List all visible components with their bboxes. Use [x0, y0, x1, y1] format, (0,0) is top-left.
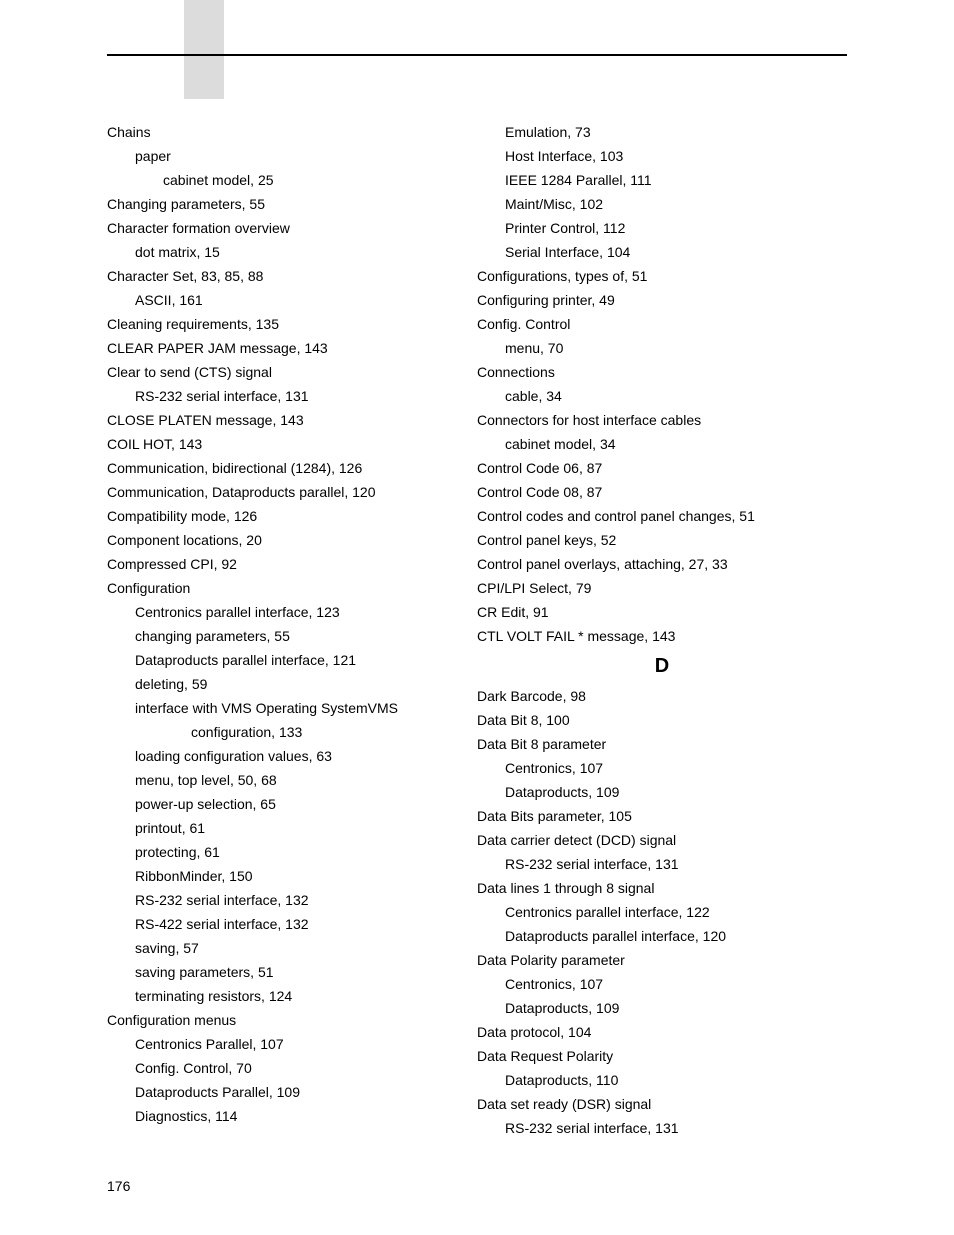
index-entry: Config. Control, 70 — [107, 1056, 477, 1080]
index-entry: Data Bits parameter, 105 — [477, 804, 847, 828]
index-entry: Data lines 1 through 8 signal — [477, 876, 847, 900]
index-entry: RS-422 serial interface, 132 — [107, 912, 477, 936]
index-entry: Data Bit 8, 100 — [477, 708, 847, 732]
header-tab-block — [184, 0, 224, 99]
section-heading-d: D — [477, 654, 847, 678]
index-entry: printout, 61 — [107, 816, 477, 840]
index-entry: Emulation, 73 — [477, 120, 847, 144]
index-entry: Data Bit 8 parameter — [477, 732, 847, 756]
index-entry: RS-232 serial interface, 132 — [107, 888, 477, 912]
index-entry: Dataproducts parallel interface, 120 — [477, 924, 847, 948]
index-entry: paper — [107, 144, 477, 168]
header-rule — [107, 54, 847, 56]
index-entry: Control panel keys, 52 — [477, 528, 847, 552]
index-entry: loading configuration values, 63 — [107, 744, 477, 768]
index-entry: cabinet model, 25 — [107, 168, 477, 192]
index-entry: Dataproducts Parallel, 109 — [107, 1080, 477, 1104]
index-entry: CR Edit, 91 — [477, 600, 847, 624]
index-entry: Control Code 06, 87 — [477, 456, 847, 480]
index-entry: Config. Control — [477, 312, 847, 336]
index-entry: Chains — [107, 120, 477, 144]
index-entry: Host Interface, 103 — [477, 144, 847, 168]
index-entry: Dataproducts, 110 — [477, 1068, 847, 1092]
index-entry: RibbonMinder, 150 — [107, 864, 477, 888]
index-entry: Compressed CPI, 92 — [107, 552, 477, 576]
index-entry: cable, 34 — [477, 384, 847, 408]
index-entry: Connections — [477, 360, 847, 384]
index-entry: Data set ready (DSR) signal — [477, 1092, 847, 1116]
index-entry: configuration, 133 — [107, 720, 477, 744]
index-entry: Centronics, 107 — [477, 972, 847, 996]
index-entry: Control panel overlays, attaching, 27, 3… — [477, 552, 847, 576]
index-entry: CLEAR PAPER JAM message, 143 — [107, 336, 477, 360]
index-entry: cabinet model, 34 — [477, 432, 847, 456]
index-entry: Serial Interface, 104 — [477, 240, 847, 264]
index-column-right: Emulation, 73Host Interface, 103IEEE 128… — [477, 120, 847, 1140]
index-entry: ASCII, 161 — [107, 288, 477, 312]
index-entry: Component locations, 20 — [107, 528, 477, 552]
index-entry: Dataproducts parallel interface, 121 — [107, 648, 477, 672]
index-entry: deleting, 59 — [107, 672, 477, 696]
index-entry: CPI/LPI Select, 79 — [477, 576, 847, 600]
index-entry: Cleaning requirements, 135 — [107, 312, 477, 336]
index-entry: Centronics parallel interface, 123 — [107, 600, 477, 624]
index-entry: RS-232 serial interface, 131 — [107, 384, 477, 408]
index-entry: Dark Barcode, 98 — [477, 684, 847, 708]
index-entry: Character Set, 83, 85, 88 — [107, 264, 477, 288]
index-entry: Clear to send (CTS) signal — [107, 360, 477, 384]
index-entry: Centronics parallel interface, 122 — [477, 900, 847, 924]
index-entry: Communication, bidirectional (1284), 126 — [107, 456, 477, 480]
index-entry: CTL VOLT FAIL * message, 143 — [477, 624, 847, 648]
index-entry: RS-232 serial interface, 131 — [477, 1116, 847, 1140]
index-entry: Data Polarity parameter — [477, 948, 847, 972]
index-content: Chainspapercabinet model, 25Changing par… — [107, 120, 847, 1140]
index-entry: Connectors for host interface cables — [477, 408, 847, 432]
index-entry: dot matrix, 15 — [107, 240, 477, 264]
index-entry: Printer Control, 112 — [477, 216, 847, 240]
index-entry: Diagnostics, 114 — [107, 1104, 477, 1128]
index-entry: Centronics, 107 — [477, 756, 847, 780]
index-entry: Communication, Dataproducts parallel, 12… — [107, 480, 477, 504]
index-entry: Data protocol, 104 — [477, 1020, 847, 1044]
index-entry: Control Code 08, 87 — [477, 480, 847, 504]
index-entry: changing parameters, 55 — [107, 624, 477, 648]
index-entry: Compatibility mode, 126 — [107, 504, 477, 528]
index-entry: Dataproducts, 109 — [477, 780, 847, 804]
index-entry: Configuration — [107, 576, 477, 600]
index-entry: Data Request Polarity — [477, 1044, 847, 1068]
index-entry: Dataproducts, 109 — [477, 996, 847, 1020]
index-entry: terminating resistors, 124 — [107, 984, 477, 1008]
index-entry: Configuring printer, 49 — [477, 288, 847, 312]
index-entry: RS-232 serial interface, 131 — [477, 852, 847, 876]
index-entry: Control codes and control panel changes,… — [477, 504, 847, 528]
index-column-left: Chainspapercabinet model, 25Changing par… — [107, 120, 477, 1140]
index-entry: Configurations, types of, 51 — [477, 264, 847, 288]
index-entry: menu, 70 — [477, 336, 847, 360]
page-number: 176 — [107, 1178, 130, 1194]
index-entry: Maint/Misc, 102 — [477, 192, 847, 216]
index-entry: Character formation overview — [107, 216, 477, 240]
index-entry: menu, top level, 50, 68 — [107, 768, 477, 792]
index-entry: CLOSE PLATEN message, 143 — [107, 408, 477, 432]
index-entry: protecting, 61 — [107, 840, 477, 864]
index-entry: IEEE 1284 Parallel, 111 — [477, 168, 847, 192]
index-entry: Configuration menus — [107, 1008, 477, 1032]
index-entry: power-up selection, 65 — [107, 792, 477, 816]
index-entry: saving, 57 — [107, 936, 477, 960]
index-entry: COIL HOT, 143 — [107, 432, 477, 456]
index-entry: Centronics Parallel, 107 — [107, 1032, 477, 1056]
index-entry: Changing parameters, 55 — [107, 192, 477, 216]
index-entry: interface with VMS Operating SystemVMS — [107, 696, 477, 720]
index-entry: Data carrier detect (DCD) signal — [477, 828, 847, 852]
index-entry: saving parameters, 51 — [107, 960, 477, 984]
